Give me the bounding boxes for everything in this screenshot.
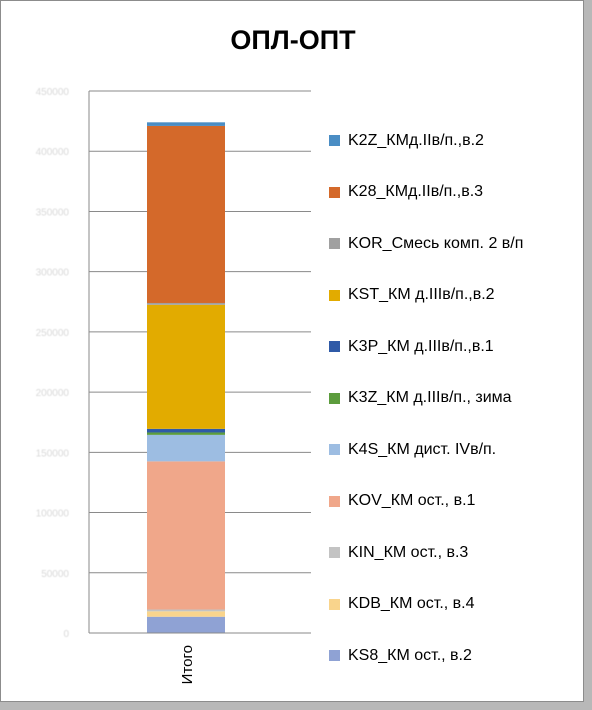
y-tick-label: 150000 — [36, 448, 70, 459]
bar-segment-5 — [147, 432, 225, 435]
bar-segment-2 — [147, 609, 225, 612]
bar-segment-1 — [147, 611, 225, 617]
legend-item: K28_КМд.IIв/п.,в.3 — [329, 167, 585, 219]
category-labels: Итого — [179, 645, 196, 684]
legend-swatch — [329, 341, 340, 353]
legend-label: KS8_КМ ост., в.2 — [348, 646, 472, 664]
legend-swatch — [329, 495, 340, 507]
chart-title: ОПЛ-ОПТ — [230, 25, 356, 55]
legend-swatch — [329, 135, 340, 147]
legend-label: K28_КМд.IIв/п.,в.3 — [348, 183, 484, 201]
bar-segment-7 — [147, 304, 225, 429]
legend-label: KOR_Смесь комп. 2 в/п — [348, 234, 524, 252]
y-tick-label: 250000 — [36, 328, 70, 339]
stacked-bar — [147, 122, 225, 633]
legend-item: KS8_КМ ост., в.2 — [329, 630, 585, 682]
axes — [88, 91, 311, 634]
legend-swatch — [329, 444, 340, 456]
category-label: Итого — [179, 645, 196, 684]
y-tick-label: 400000 — [36, 147, 70, 158]
legend-label: K3P_КМ д.IIIв/п.,в.1 — [348, 337, 494, 355]
legend-item: KOR_Смесь комп. 2 в/п — [329, 218, 585, 270]
legend-swatch — [329, 547, 340, 559]
legend-label: KDB_КМ ост., в.4 — [348, 595, 475, 613]
y-tick-label: 100000 — [36, 509, 70, 520]
y-tick-label: 300000 — [36, 268, 70, 279]
legend-item: K4S_КМ дист. IVв/п. — [329, 424, 585, 476]
legend-item: KIN_КМ ост., в.3 — [329, 527, 585, 579]
legend-label: KIN_КМ ост., в.3 — [348, 543, 469, 561]
bar-segment-10 — [147, 122, 225, 126]
legend-swatch — [329, 598, 340, 610]
legend-swatch — [329, 650, 340, 662]
legend-item: K2Z_КМд.IIв/п.,в.2 — [329, 115, 585, 167]
legend-swatch — [329, 186, 340, 198]
y-tick-label: 350000 — [36, 207, 70, 218]
legend-item: K3Z_КМ д.IIIв/п., зима — [329, 373, 585, 425]
legend-label: KOV_КМ ост., в.1 — [348, 492, 476, 510]
bar-segment-4 — [147, 434, 225, 462]
y-tick-label: 450000 — [36, 87, 70, 98]
legend-label: K2Z_КМд.IIв/п.,в.2 — [348, 131, 484, 149]
legend-item: KOV_КМ ост., в.1 — [329, 476, 585, 528]
y-tick-label: 50000 — [41, 569, 69, 580]
legend-swatch — [329, 289, 340, 301]
legend-swatch — [329, 392, 340, 404]
bar-segment-3 — [147, 461, 225, 610]
bar-segment-0 — [147, 616, 225, 633]
y-tick-label: 0 — [63, 629, 69, 640]
legend-label: KST_КМ д.IIIв/п.,в.2 — [348, 286, 495, 304]
bar-segment-8 — [147, 302, 225, 305]
legend-item: KST_КМ д.IIIв/п.,в.2 — [329, 270, 585, 322]
legend: K2Z_КМд.IIв/п.,в.2 K28_КМд.IIв/п.,в.3 KOR_… — [329, 115, 585, 682]
y-tick-labels: 0 50000 100000 150000 200000 250000 300000 3500… — [36, 87, 70, 640]
legend-swatch — [329, 238, 340, 250]
legend-item: KDB_КМ ост., в.4 — [329, 579, 585, 631]
legend-label: K4S_КМ дист. IVв/п. — [348, 440, 497, 458]
legend-item: K3P_КМ д.IIIв/п.,в.1 — [329, 321, 585, 373]
chart-frame: ОПЛ-ОПТ 0 50000 100000 150000 200000 250000 30… — [0, 0, 584, 702]
legend-label: K3Z_КМ д.IIIв/п., зима — [348, 389, 512, 407]
bar-segment-9 — [147, 125, 225, 303]
y-tick-label: 200000 — [36, 388, 70, 399]
bar-segment-6 — [147, 428, 225, 433]
plot-area: 0 50000 100000 150000 200000 250000 300000 3500… — [36, 87, 311, 684]
